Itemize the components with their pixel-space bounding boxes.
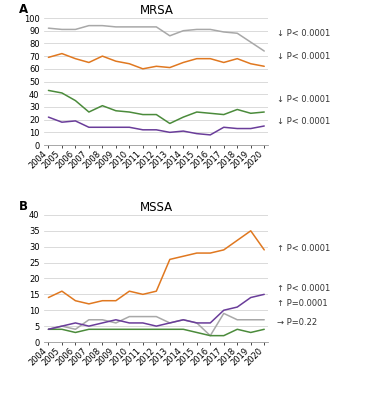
Text: A: A xyxy=(19,3,28,16)
Text: ↓ P< 0.0001: ↓ P< 0.0001 xyxy=(277,117,330,126)
Text: B: B xyxy=(19,200,28,213)
Text: ↑ P< 0.0001: ↑ P< 0.0001 xyxy=(277,284,330,293)
Text: ↓ P< 0.0001: ↓ P< 0.0001 xyxy=(277,95,330,104)
Text: → P=0.22: → P=0.22 xyxy=(277,318,317,327)
Title: MSSA: MSSA xyxy=(140,201,173,214)
Text: ↓ P< 0.0001: ↓ P< 0.0001 xyxy=(277,52,330,61)
Text: ↓ P< 0.0001: ↓ P< 0.0001 xyxy=(277,29,330,38)
Title: MRSA: MRSA xyxy=(139,4,173,17)
Text: ↑ P< 0.0001: ↑ P< 0.0001 xyxy=(277,244,330,253)
Text: ↑ P=0.0001: ↑ P=0.0001 xyxy=(277,299,328,308)
